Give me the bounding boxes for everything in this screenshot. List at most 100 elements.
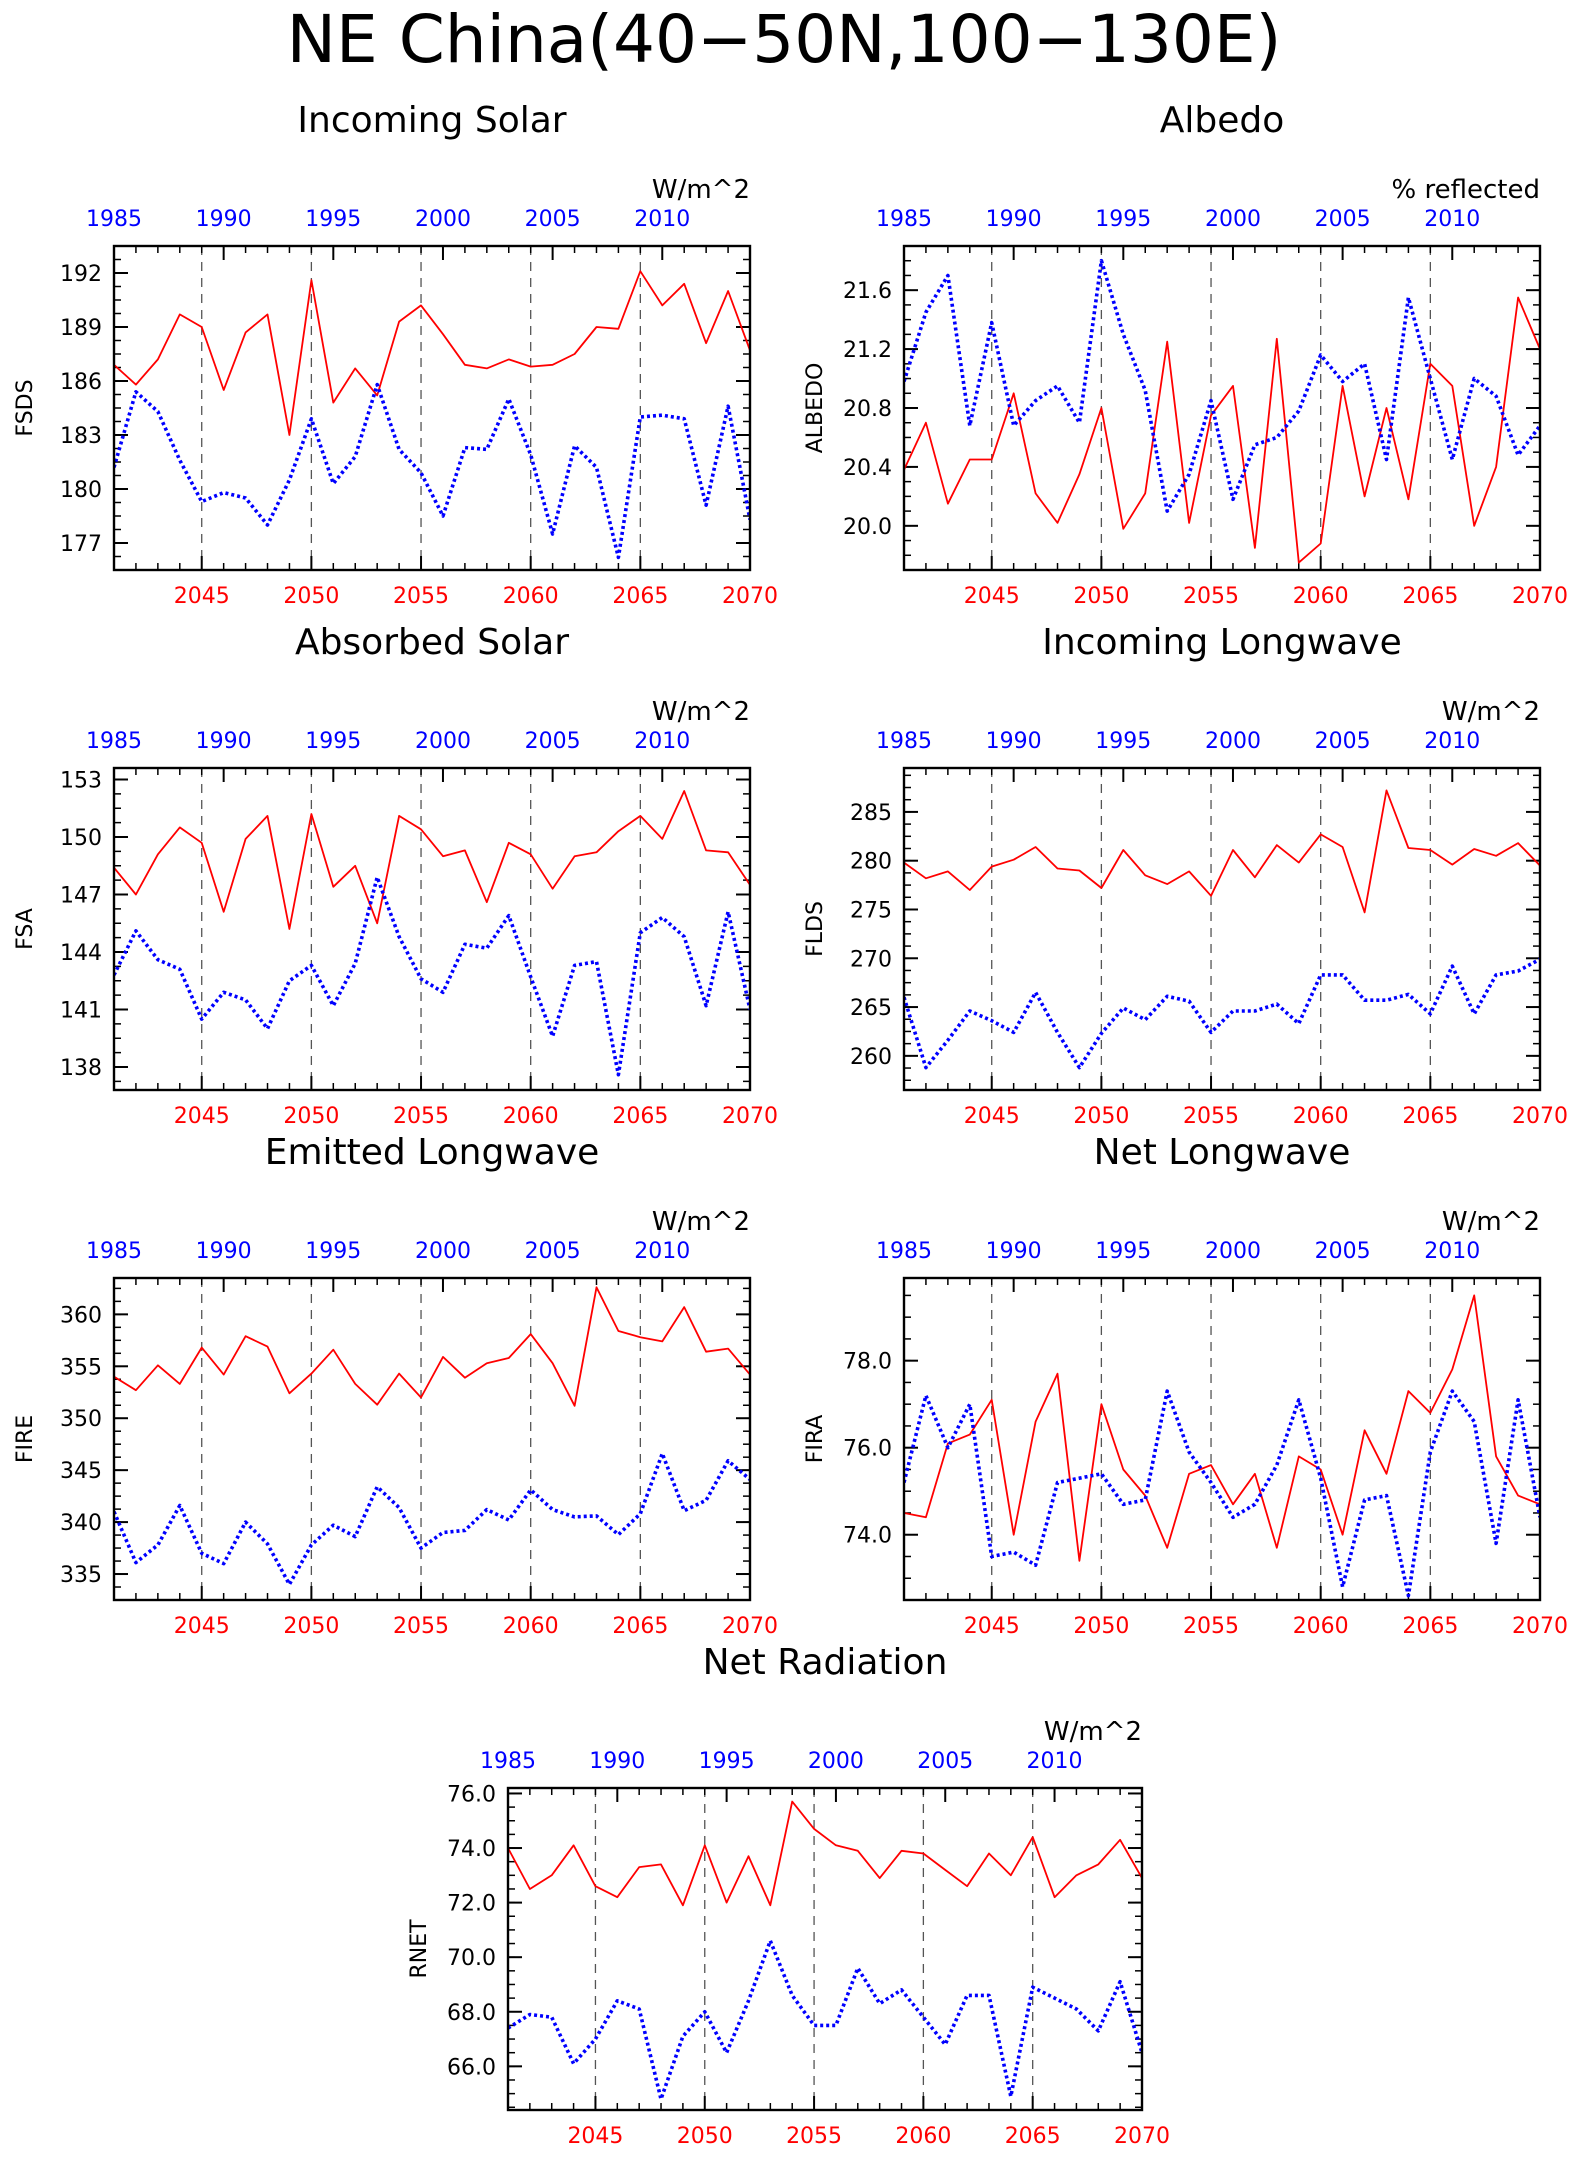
y-axis-label: FSA <box>13 908 38 950</box>
bottom-axis-label: 2060 <box>1293 1104 1349 1129</box>
bottom-axis-label: 2050 <box>1073 1104 1129 1129</box>
panel-title: Absorbed Solar <box>295 622 569 663</box>
top-axis-label: 1995 <box>305 729 361 754</box>
series-red-line <box>904 789 1540 914</box>
bottom-axis-label: 2045 <box>964 1104 1020 1129</box>
units-label: W/m^2 <box>652 1207 750 1237</box>
bottom-axis-label: 2045 <box>567 2124 623 2149</box>
plot-frame <box>112 244 752 572</box>
bottom-axis-label: 2045 <box>174 1104 230 1129</box>
y-axis-label: FLDS <box>803 901 828 957</box>
series-blue-line <box>904 1389 1540 1598</box>
y-tick-label: 66.0 <box>447 2055 496 2080</box>
y-tick-label: 280 <box>850 850 892 875</box>
series-red-line <box>508 1800 1142 1907</box>
bottom-axis-label: 2060 <box>503 584 559 609</box>
top-axis-label: 2000 <box>415 729 471 754</box>
y-tick-label: 144 <box>60 941 102 966</box>
y-tick-label: 360 <box>60 1303 102 1328</box>
top-axis-label: 2005 <box>525 729 581 754</box>
y-tick-label: 70.0 <box>447 1946 496 1971</box>
y-tick-label: 20.4 <box>843 456 892 481</box>
top-axis-label: 1985 <box>86 207 142 232</box>
bottom-axis-label: 2065 <box>1402 584 1458 609</box>
top-axis-label: 2005 <box>1315 207 1371 232</box>
top-axis-label: 1985 <box>86 729 142 754</box>
series-blue-line <box>904 957 1540 1070</box>
bottom-axis-label: 2060 <box>1293 1614 1349 1639</box>
top-axis-label: 1985 <box>86 1239 142 1264</box>
bottom-axis-label: 2060 <box>503 1104 559 1129</box>
y-tick-label: 183 <box>60 424 102 449</box>
bottom-axis-label: 2065 <box>612 584 668 609</box>
bottom-axis-label: 2050 <box>1073 1614 1129 1639</box>
panel-incoming-longwave: Incoming Longwave W/m^2 FLDS 260 265 270 275 28… <box>803 622 1568 1129</box>
bottom-axis-label: 2065 <box>1402 1614 1458 1639</box>
bottom-axis-label: 2065 <box>1005 2124 1061 2149</box>
y-tick-label: 20.8 <box>843 397 892 422</box>
top-axis-label: 1995 <box>305 1239 361 1264</box>
panel-title: Albedo <box>1160 100 1285 141</box>
y-tick-label: 270 <box>850 947 892 972</box>
top-axis-label: 2010 <box>634 1239 690 1264</box>
top-axis-label: 2010 <box>1424 729 1480 754</box>
y-tick-label: 78.0 <box>843 1350 892 1375</box>
y-tick-label: 74.0 <box>843 1524 892 1549</box>
top-axis-label: 1995 <box>305 207 361 232</box>
units-label: W/m^2 <box>652 697 750 727</box>
panel-net-radiation: Net Radiation W/m^2 RNET 66.0 68.0 70.0 72.0 74… <box>407 1642 1170 2149</box>
top-axis-label: 1995 <box>699 1749 755 1774</box>
bottom-axis-label: 2055 <box>1183 1104 1239 1129</box>
top-axis-label: 2010 <box>1027 1749 1083 1774</box>
y-tick-label: 20.0 <box>843 515 892 540</box>
top-axis-label: 1990 <box>196 1239 252 1264</box>
bottom-axis-label: 2070 <box>722 1614 778 1639</box>
top-axis-label: 1985 <box>876 729 932 754</box>
plot-frame <box>902 244 1542 572</box>
top-axis-label: 2000 <box>1205 207 1261 232</box>
bottom-axis-label: 2055 <box>393 1104 449 1129</box>
top-axis-label: 1990 <box>986 207 1042 232</box>
bottom-axis-label: 2070 <box>722 1104 778 1129</box>
plot-frame <box>506 1786 1144 2112</box>
y-tick-label: 285 <box>850 801 892 826</box>
top-axis-label: 1995 <box>1095 207 1151 232</box>
top-axis-label: 1990 <box>986 729 1042 754</box>
top-axis-label: 1990 <box>196 207 252 232</box>
series-red-line <box>114 270 750 436</box>
top-axis-label: 2010 <box>634 207 690 232</box>
plot-frame <box>902 766 1542 1092</box>
bottom-axis-label: 2045 <box>174 1614 230 1639</box>
series-blue-line <box>114 382 750 560</box>
bottom-axis-label: 2070 <box>722 584 778 609</box>
plot-frame <box>112 1276 752 1602</box>
bottom-axis-label: 2060 <box>503 1614 559 1639</box>
series-blue-line <box>114 1451 750 1587</box>
bottom-axis-label: 2070 <box>1512 1104 1568 1129</box>
bottom-axis-label: 2070 <box>1512 584 1568 609</box>
y-tick-label: 350 <box>60 1407 102 1432</box>
top-axis-label: 2000 <box>1205 729 1261 754</box>
bottom-axis-label: 2060 <box>895 2124 951 2149</box>
top-axis-label: 2000 <box>415 207 471 232</box>
bottom-axis-label: 2050 <box>283 584 339 609</box>
bottom-axis-label: 2050 <box>1073 584 1129 609</box>
top-axis-label: 2010 <box>634 729 690 754</box>
bottom-axis-label: 2055 <box>1183 1614 1239 1639</box>
panel-incoming-solar: Incoming Solar W/m^2 FSDS 177 180 183 186 189 19… <box>13 100 778 609</box>
bottom-axis-label: 2060 <box>1293 584 1349 609</box>
bottom-axis-label: 2070 <box>1114 2124 1170 2149</box>
bottom-axis-label: 2055 <box>393 584 449 609</box>
y-axis-label: ALBEDO <box>803 363 828 454</box>
top-axis-label: 2010 <box>1424 1239 1480 1264</box>
y-tick-label: 141 <box>60 999 102 1024</box>
y-tick-label: 74.0 <box>447 1837 496 1862</box>
bottom-axis-label: 2055 <box>1183 584 1239 609</box>
y-tick-label: 21.2 <box>843 338 892 363</box>
top-axis-label: 2005 <box>917 1749 973 1774</box>
y-axis-label: FIRA <box>803 1415 828 1464</box>
top-axis-label: 2010 <box>1424 207 1480 232</box>
y-tick-label: 180 <box>60 478 102 503</box>
y-axis-label: FSDS <box>13 379 38 436</box>
